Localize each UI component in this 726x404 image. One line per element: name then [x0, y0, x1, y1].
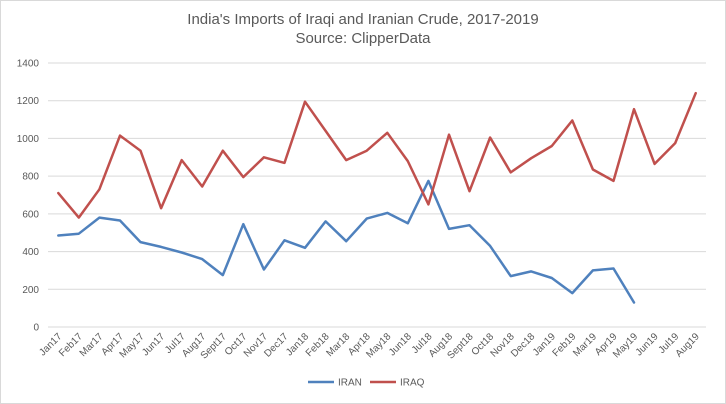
y-tick-label: 1400	[17, 59, 40, 70]
y-tick-label: 800	[22, 172, 39, 183]
x-axis-ticks: Jan17Feb17Mar17Apr17May17Jun17Jul17Aug17…	[37, 331, 702, 362]
y-tick-label: 600	[22, 209, 39, 220]
series-lines	[57, 91, 697, 304]
y-tick-label: 0	[33, 323, 39, 334]
x-tick-label: Jun18	[387, 331, 414, 358]
x-tick-label: Dec18	[509, 331, 538, 360]
x-tick-label: Mar17	[78, 331, 106, 359]
y-axis-ticks: 0 200 400 600 800 1000 1200 1400	[17, 59, 40, 334]
chart-subtitle: Source: ClipperData	[295, 30, 431, 47]
y-tick-label: 1000	[17, 134, 40, 145]
y-tick-label: 1200	[17, 96, 40, 107]
chart-title: India's Imports of Iraqi and Iranian Cru…	[187, 11, 538, 28]
legend-label-iraq: IRAQ	[400, 378, 425, 389]
y-tick-label: 400	[22, 247, 39, 258]
series-line-iraq	[57, 91, 697, 219]
x-tick-label: Jun17	[140, 331, 167, 358]
x-tick-label: Mar19	[571, 331, 599, 359]
x-tick-label: Aug19	[674, 331, 703, 360]
y-tick-label: 200	[22, 285, 39, 296]
grid-lines	[48, 62, 706, 328]
legend: IRAN IRAQ	[308, 378, 425, 389]
legend-label-iran: IRAN	[338, 378, 362, 389]
x-tick-label: Mar18	[324, 331, 352, 359]
series-line-iran	[57, 179, 636, 304]
x-tick-label: Dec17	[262, 331, 291, 360]
x-tick-label: Jun19	[634, 331, 661, 358]
